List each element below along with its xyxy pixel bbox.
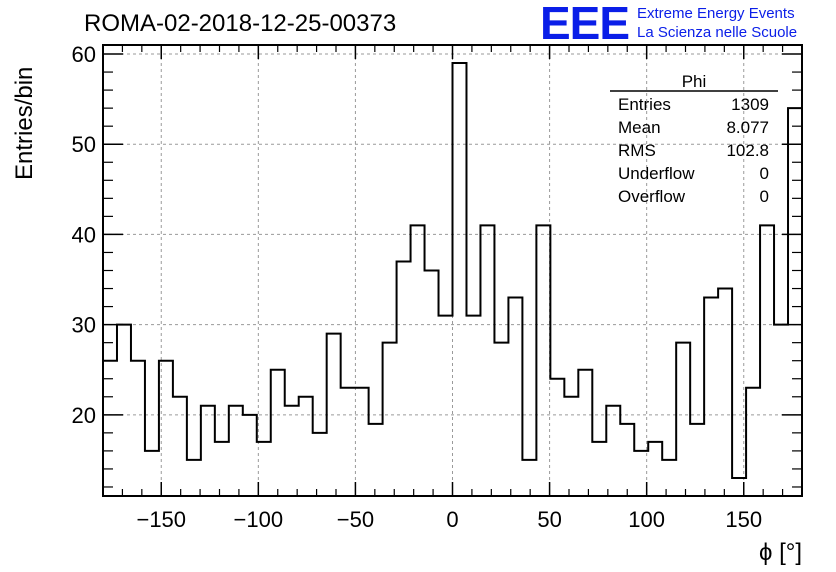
x-tick-label: 150 — [725, 507, 762, 532]
logo-caption-line1: Extreme Energy Events — [637, 5, 795, 22]
axis-ticks — [103, 45, 802, 496]
stats-box-rows: Entries 1309 Mean 8.077 RMS 102.8 Underflow 0 Ov… — [618, 95, 769, 206]
x-axis-title: ϕ [°] — [759, 539, 802, 566]
y-tick-label: 50 — [72, 132, 96, 157]
x-tick-label: −150 — [136, 507, 186, 532]
y-tick-label: 40 — [72, 222, 96, 247]
stats-row-label: Mean — [618, 118, 661, 137]
y-tick-label: 30 — [72, 313, 96, 338]
stats-row-value: 102.8 — [726, 141, 769, 160]
logo-caption-line2: La Scienza nelle Scuole — [637, 24, 798, 41]
stats-row-value: 0 — [760, 164, 769, 183]
y-tick-label: 60 — [72, 42, 96, 67]
stats-row-value: 8.077 — [726, 118, 769, 137]
stats-row-label: Overflow — [618, 187, 686, 206]
x-tick-label: 100 — [628, 507, 665, 532]
stats-box: Phi Entries 1309 Mean 8.077 RMS 102.8 Underflo… — [610, 72, 778, 206]
stats-row-label: RMS — [618, 141, 656, 160]
y-tick-label: 20 — [72, 403, 96, 428]
stats-row-value: 1309 — [731, 95, 769, 114]
x-tick-label: −50 — [337, 507, 374, 532]
stats-row-label: Underflow — [618, 164, 695, 183]
y-axis-title: Entries/bin — [11, 67, 38, 180]
x-tick-label: 50 — [537, 507, 561, 532]
stats-row-label: Entries — [618, 95, 671, 114]
x-tick-label: 0 — [446, 507, 458, 532]
eee-logo: EEE — [540, 0, 630, 49]
plot-title: ROMA-02-2018-12-25-00373 — [84, 10, 397, 37]
stats-box-title: Phi — [682, 72, 707, 91]
axis-tick-labels: −150 −100 −50 0 50 100 150 20 30 40 50 60 — [72, 42, 763, 532]
histogram-step-line — [103, 62, 802, 479]
stats-row-value: 0 — [760, 187, 769, 206]
x-tick-label: −100 — [234, 507, 284, 532]
